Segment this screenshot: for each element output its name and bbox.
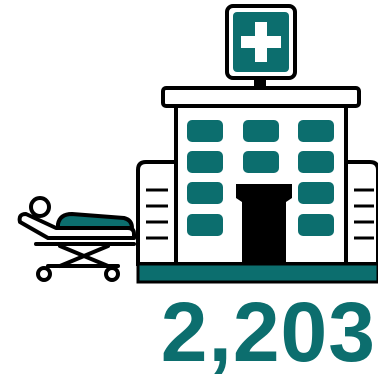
stretcher-icon xyxy=(17,196,136,268)
stretcher-wheels xyxy=(36,266,120,282)
hospital-illustration xyxy=(17,4,378,284)
hospital-icon xyxy=(136,86,378,284)
door-icon xyxy=(236,184,292,262)
window-grid xyxy=(187,120,334,236)
medical-cross-sign-icon xyxy=(225,4,297,88)
count-value: 2,203 xyxy=(160,285,376,374)
